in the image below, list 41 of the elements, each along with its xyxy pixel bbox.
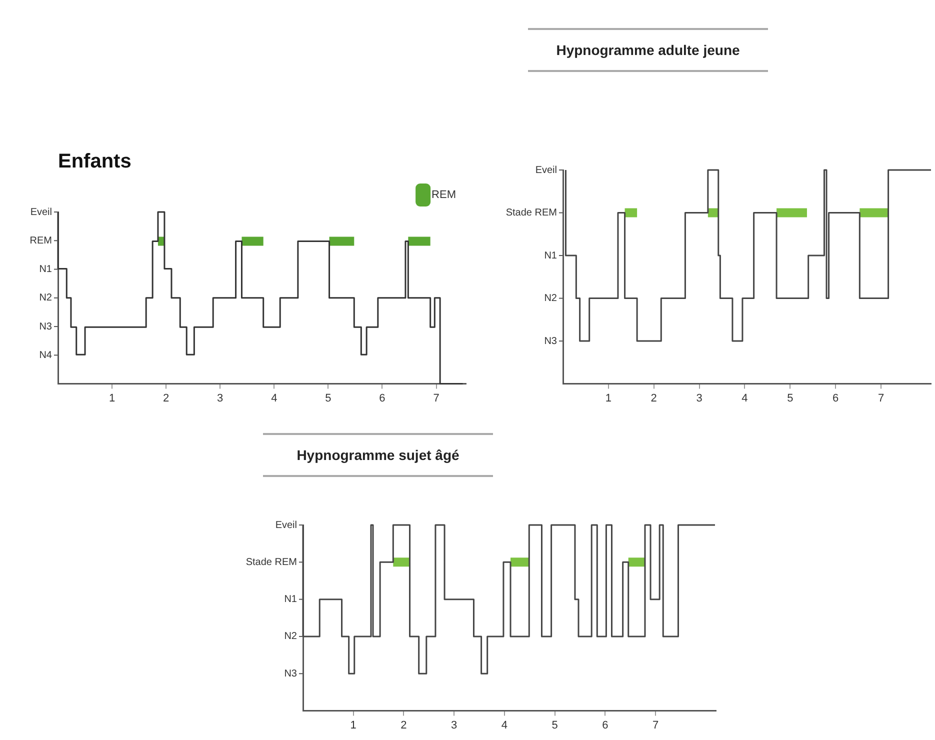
x-tick-label: 5: [787, 392, 794, 404]
x-tick-label: 2: [650, 392, 657, 404]
x-tick-label: 5: [552, 719, 558, 732]
text: N2: [544, 293, 558, 304]
text: N2: [39, 292, 52, 304]
x-tick-label: 3: [451, 719, 458, 732]
text: N1: [284, 594, 298, 606]
text: N2: [284, 631, 298, 642]
x-tick-label: 2: [163, 392, 170, 404]
text: N1: [39, 264, 52, 276]
x-tick-label: 7: [878, 392, 884, 404]
x-tick-label: 1: [350, 719, 356, 732]
x-tick-label: 4: [501, 719, 508, 732]
text: Stade REM: [506, 208, 557, 219]
text: Eveil: [30, 206, 52, 218]
x-tick-label: 5: [325, 392, 332, 404]
text: N3: [39, 321, 52, 332]
x-tick-label: 1: [605, 392, 612, 404]
text: Eveil: [275, 520, 297, 531]
text: Stade REM: [246, 556, 297, 568]
x-tick-label: 7: [433, 392, 440, 404]
x-tick-label: 1: [108, 392, 116, 404]
text: N3: [544, 336, 558, 347]
text: Eveil: [535, 164, 557, 176]
x-tick-label: 3: [696, 392, 702, 404]
chart-title: Enfants: [58, 150, 132, 173]
text: N1: [544, 250, 558, 262]
x-tick-label: 7: [652, 719, 659, 732]
x-tick-label: 2: [400, 719, 407, 732]
x-tick-label: 6: [379, 392, 386, 404]
x-tick-label: 4: [742, 392, 748, 404]
text: N3: [284, 668, 298, 680]
text: N4: [39, 350, 52, 361]
text: REM: [30, 235, 52, 246]
x-tick-label: 4: [271, 392, 278, 404]
x-tick-label: 6: [602, 719, 608, 732]
chart-title: Hypnogramme adulte jeune: [528, 28, 768, 72]
chart-title: Hypnogramme sujet âgé: [263, 433, 493, 477]
x-tick-label: 3: [217, 392, 224, 404]
x-tick-label: 6: [832, 392, 839, 404]
legend-label: REM: [432, 189, 456, 202]
